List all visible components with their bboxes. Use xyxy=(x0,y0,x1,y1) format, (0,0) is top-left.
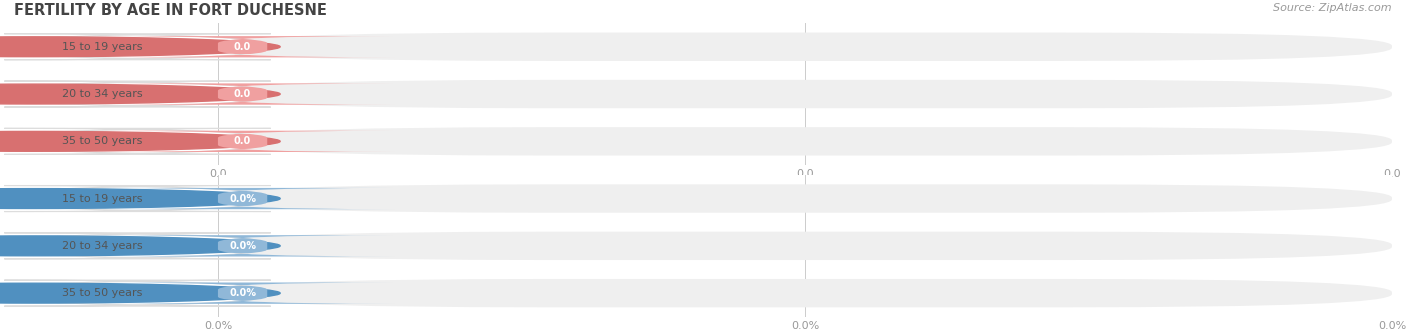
Circle shape xyxy=(0,189,280,209)
Text: FERTILITY BY AGE IN FORT DUCHESNE: FERTILITY BY AGE IN FORT DUCHESNE xyxy=(14,3,328,18)
Text: 35 to 50 years: 35 to 50 years xyxy=(62,136,142,146)
Circle shape xyxy=(0,283,280,303)
FancyBboxPatch shape xyxy=(4,185,271,212)
Text: 0.0%: 0.0% xyxy=(229,194,256,204)
FancyBboxPatch shape xyxy=(4,280,271,306)
FancyBboxPatch shape xyxy=(91,131,394,152)
Text: 0.0%: 0.0% xyxy=(229,288,256,298)
FancyBboxPatch shape xyxy=(4,81,271,107)
Text: 0.0%: 0.0% xyxy=(229,241,256,251)
FancyBboxPatch shape xyxy=(218,80,1392,108)
Text: 15 to 19 years: 15 to 19 years xyxy=(62,42,142,52)
FancyBboxPatch shape xyxy=(91,282,394,304)
Text: 0.0: 0.0 xyxy=(233,89,252,99)
Text: 0.0: 0.0 xyxy=(233,42,252,52)
FancyBboxPatch shape xyxy=(218,184,1392,213)
FancyBboxPatch shape xyxy=(4,233,271,259)
Text: Source: ZipAtlas.com: Source: ZipAtlas.com xyxy=(1274,3,1392,13)
Circle shape xyxy=(0,131,280,151)
FancyBboxPatch shape xyxy=(4,34,271,60)
FancyBboxPatch shape xyxy=(218,127,1392,155)
Circle shape xyxy=(0,236,280,256)
Circle shape xyxy=(0,37,280,57)
FancyBboxPatch shape xyxy=(218,33,1392,61)
Circle shape xyxy=(0,84,280,104)
FancyBboxPatch shape xyxy=(218,232,1392,260)
FancyBboxPatch shape xyxy=(91,235,394,256)
FancyBboxPatch shape xyxy=(91,83,394,105)
FancyBboxPatch shape xyxy=(91,188,394,209)
Text: 15 to 19 years: 15 to 19 years xyxy=(62,194,142,204)
FancyBboxPatch shape xyxy=(4,128,271,154)
FancyBboxPatch shape xyxy=(91,36,394,57)
Text: 20 to 34 years: 20 to 34 years xyxy=(62,89,142,99)
Text: 35 to 50 years: 35 to 50 years xyxy=(62,288,142,298)
Text: 20 to 34 years: 20 to 34 years xyxy=(62,241,142,251)
FancyBboxPatch shape xyxy=(218,279,1392,307)
Text: 0.0: 0.0 xyxy=(233,136,252,146)
